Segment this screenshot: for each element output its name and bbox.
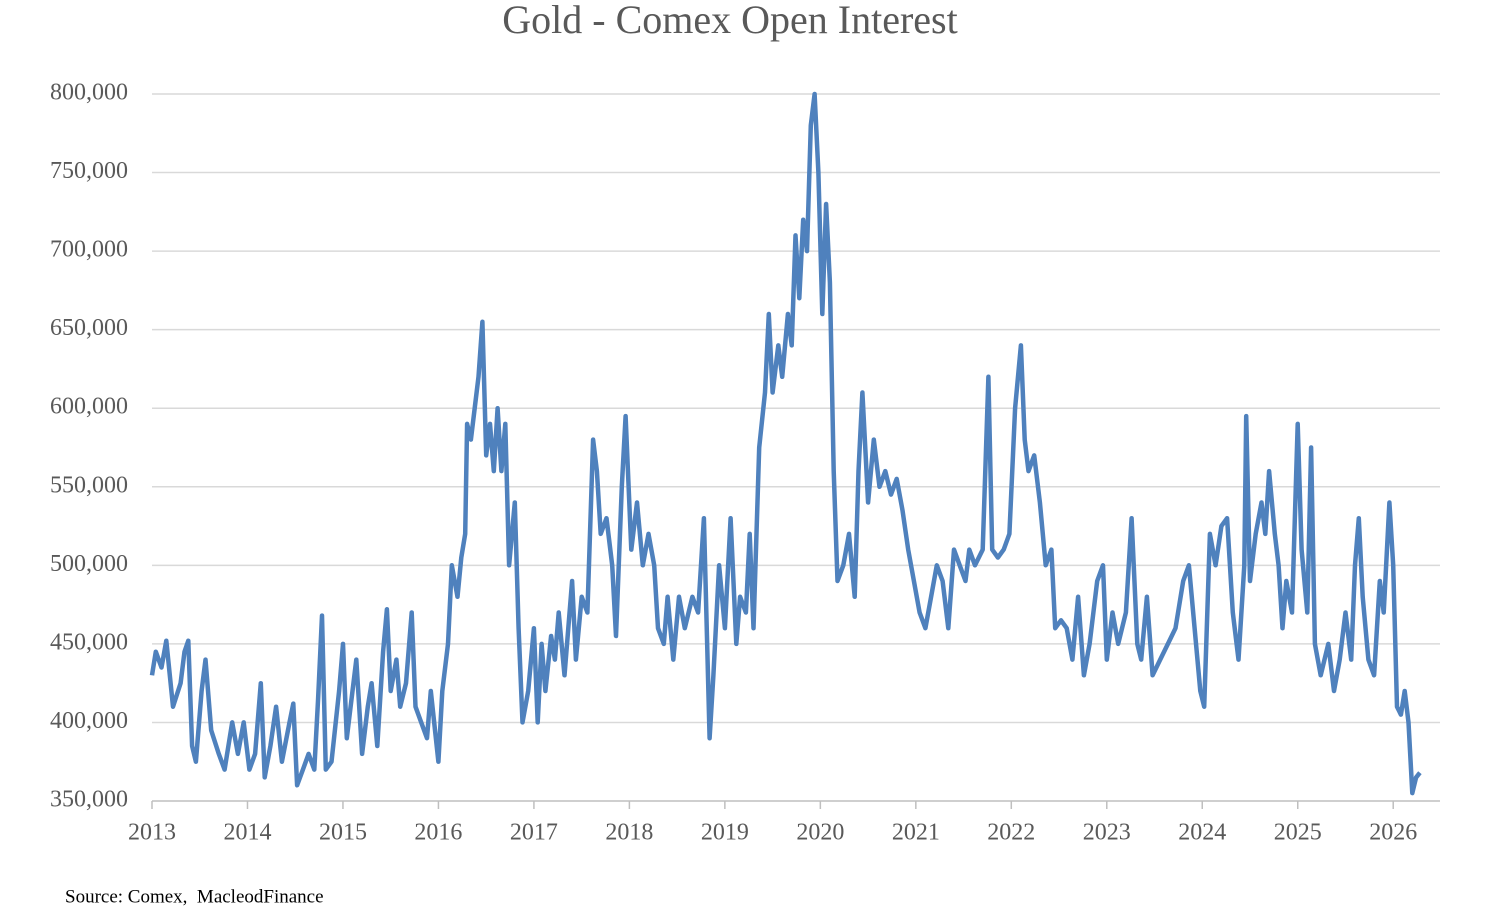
y-tick-label: 700,000 (50, 237, 128, 263)
data-line (149, 91, 1422, 796)
x-tick-label: 2021 (892, 820, 940, 846)
y-tick-label: 600,000 (50, 394, 128, 420)
y-tick-label: 750,000 (50, 158, 128, 184)
chart-title: Gold - Comex Open Interest (502, 0, 957, 42)
x-tick-label: 2016 (414, 820, 462, 846)
y-tick-label: 450,000 (50, 629, 128, 655)
source-note: Source: Comex, MacleodFinance (65, 886, 324, 907)
y-tick-label: 500,000 (50, 551, 128, 577)
x-tick-label: 2014 (223, 820, 271, 846)
y-tick-label: 400,000 (50, 708, 128, 734)
y-tick-label: 350,000 (50, 787, 128, 813)
x-tick-label: 2019 (701, 820, 749, 846)
x-tick-label: 2018 (605, 820, 653, 846)
x-tick-label: 2015 (319, 820, 367, 846)
x-tick-label: 2026 (1369, 820, 1417, 846)
x-tick-label: 2022 (987, 820, 1035, 846)
x-tick-label: 2013 (128, 820, 176, 846)
y-tick-label: 550,000 (50, 472, 128, 498)
x-tick-label: 2017 (510, 820, 558, 846)
x-tick-label: 2020 (796, 820, 844, 846)
x-tick-label: 2025 (1274, 820, 1322, 846)
x-tick-label: 2023 (1083, 820, 1131, 846)
x-tick-label: 2024 (1178, 820, 1226, 846)
y-tick-label: 650,000 (50, 315, 128, 341)
y-tick-label: 800,000 (50, 80, 128, 106)
